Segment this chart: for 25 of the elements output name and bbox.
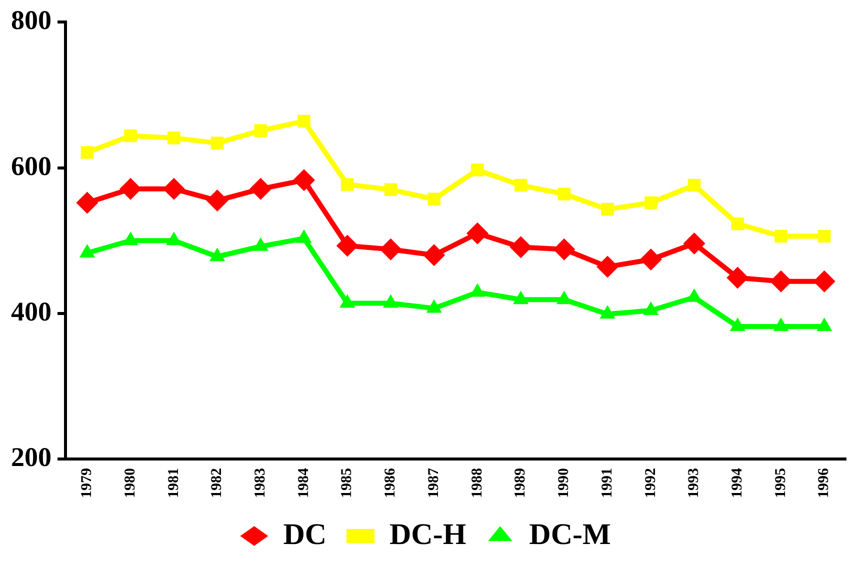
y-tick-label: 200: [11, 442, 52, 472]
x-tick-label: 1995: [772, 468, 789, 498]
y-tick-label: 400: [11, 296, 52, 326]
x-tick-label: 1984: [296, 468, 312, 498]
x-tick-label: 1994: [729, 468, 746, 498]
x-tick-label: 1985: [339, 468, 356, 498]
x-tick-label: 1981: [166, 468, 182, 498]
x-tick-label: 1991: [599, 468, 616, 498]
x-tick-label: 1990: [556, 468, 572, 498]
x-tick-label: 1980: [122, 468, 138, 498]
x-tick-label: 1992: [642, 468, 659, 498]
legend-label: DC-M: [529, 518, 611, 551]
x-tick-label: 1983: [252, 468, 268, 498]
x-tick-label: 1979: [79, 468, 96, 498]
x-tick-label: 1987: [426, 468, 442, 498]
x-tick-label: 1982: [209, 468, 226, 498]
x-tick-label: 1988: [469, 468, 486, 498]
y-tick-label: 800: [11, 5, 52, 36]
y-tick-label: 600: [11, 150, 52, 181]
x-tick-label: 1986: [382, 468, 399, 498]
legend-label: DC-H: [390, 518, 466, 551]
x-tick-label: 1996: [816, 468, 832, 498]
legend-label: DC: [283, 518, 327, 551]
x-tick-label: 1993: [686, 468, 702, 498]
x-tick-label: 1989: [512, 468, 529, 498]
